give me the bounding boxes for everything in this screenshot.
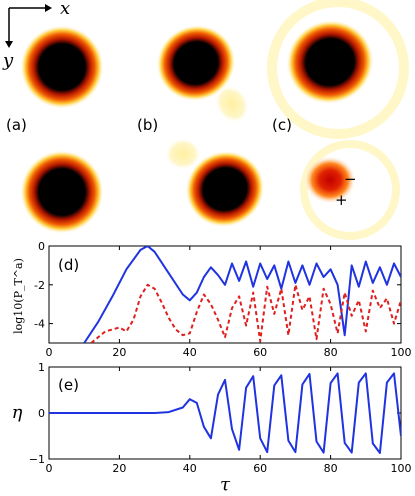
density-blob-b-top xyxy=(156,24,236,102)
density-blob-c-top xyxy=(286,19,374,105)
chart-d-xtick-label: 40 xyxy=(183,346,197,359)
chart-d-ytick-label: -2 xyxy=(34,279,45,292)
panel-label-b: (b) xyxy=(137,116,158,134)
chart-d-panel-label: (d) xyxy=(58,256,79,274)
chart-e-xtick-label: 0 xyxy=(46,462,53,475)
y-axis-indicator-label: y xyxy=(2,50,14,71)
chart-d-series-clip xyxy=(90,283,401,343)
density-panels: − + xyxy=(20,0,409,240)
chart-e-ytick-label: −1 xyxy=(29,453,45,466)
chart-e-xlabel: τ xyxy=(220,474,231,495)
density-lobe-b-bottom xyxy=(165,138,201,170)
density-ring-c-top xyxy=(267,0,409,139)
chart-e-xtick-label: 100 xyxy=(391,462,412,475)
chart-d-ytick-label: -4 xyxy=(34,318,45,331)
chart-e-xtick-label: 80 xyxy=(324,462,338,475)
density-blob-a-bottom xyxy=(20,150,104,234)
chart-d-ylabel: log10(P_T^a) xyxy=(12,258,25,334)
chart-d-xtick-label: 60 xyxy=(253,346,267,359)
panel-label-a: (a) xyxy=(6,116,27,134)
chart-e-series-0-line xyxy=(49,372,401,454)
density-ring-c-bottom xyxy=(300,140,400,240)
chart-d: (d) log10(P_T^a) 0 20 40 60 80 100 0 -2 -4 xyxy=(12,240,412,359)
chart-d-xtick-label: 0 xyxy=(46,346,53,359)
chart-e-ytick-label: 0 xyxy=(38,407,45,420)
chart-d-xtick-label: 20 xyxy=(112,346,126,359)
axes-indicator: x y xyxy=(2,0,70,71)
chart-d-series-clip xyxy=(83,246,401,343)
chart-e-ylabel: η xyxy=(12,402,23,423)
chart-e-xtick-label: 20 xyxy=(112,462,126,475)
chart-e-ytick-label: 1 xyxy=(38,361,45,374)
plus-sign: + xyxy=(335,191,348,209)
chart-d-series-1-line xyxy=(90,283,401,343)
x-axis-indicator-label: x xyxy=(60,0,70,19)
chart-d-frame xyxy=(48,245,402,344)
panel-label-c: (c) xyxy=(272,116,292,134)
density-blob-a-top xyxy=(20,25,104,109)
chart-e-xtick-label: 40 xyxy=(183,462,197,475)
chart-e-series-clip xyxy=(49,372,401,454)
chart-d-xtick-label: 80 xyxy=(324,346,338,359)
chart-d-ytick-label: 0 xyxy=(38,240,45,253)
density-spot-c-bottom xyxy=(304,156,356,204)
density-lobe-b-top xyxy=(214,84,250,124)
chart-d-xtick-label: 100 xyxy=(391,346,412,359)
chart-e-xtick-label: 60 xyxy=(253,462,267,475)
density-blob-b-bottom xyxy=(185,150,265,228)
minus-sign: − xyxy=(344,170,357,188)
chart-e-panel-label: (e) xyxy=(58,376,79,394)
chart-d-series-0-line xyxy=(83,246,401,343)
